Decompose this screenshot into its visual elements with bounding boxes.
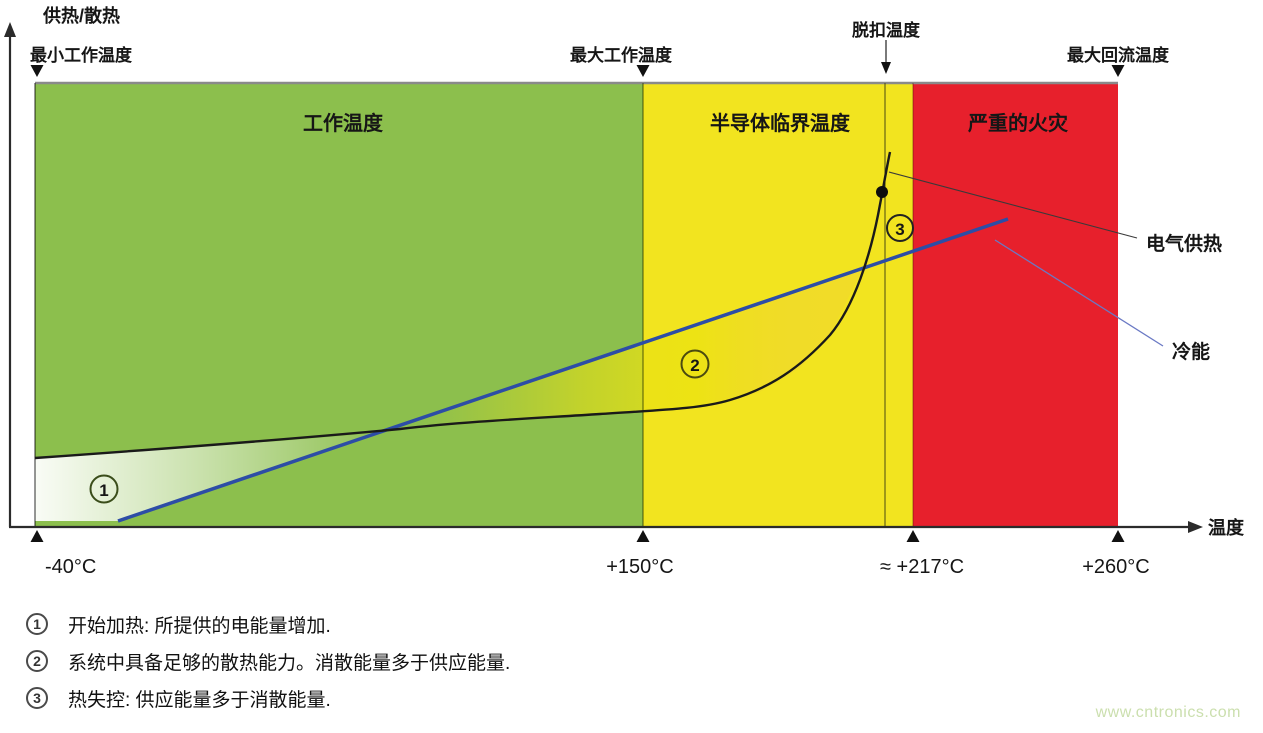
chart-marker-2-circle: [680, 349, 710, 379]
electrical-heating-curve: [34, 151, 892, 460]
tick-label-150: +150°C: [606, 556, 674, 578]
tick-260-icon: [1111, 530, 1125, 542]
y-axis-arrow-icon: [4, 22, 16, 37]
cooling-energy-line: [117, 217, 1009, 523]
marker-min-operating-icon: [30, 65, 44, 77]
x-axis-label: 温度: [1208, 517, 1245, 538]
zone-label-semiconductor: 半导体临界温度: [710, 111, 851, 135]
legend-item-3: 3 热失控: 供应能量多于消散能量.: [26, 686, 510, 711]
cooling-line-label: 冷能: [1172, 340, 1210, 363]
legend: 1 开始加热: 所提供的电能量增加. 2 系统中具备足够的散热能力。消散能量多于…: [26, 612, 511, 711]
marker-trip-icon: [881, 62, 891, 74]
zone-label-operating: 工作温度: [303, 111, 384, 135]
chart-marker-3: 3: [895, 220, 904, 239]
tick-label-217: ≈ +217°C: [880, 556, 964, 578]
tick-minus40-icon: [30, 530, 44, 542]
tick-150-icon: [636, 530, 650, 542]
tick-217-icon: [906, 530, 920, 542]
zone-label-fire: 严重的火灾: [967, 111, 1068, 135]
legend-num-2-icon: 2: [26, 650, 48, 672]
cooling-label-leader-line: [994, 239, 1164, 347]
zone-severe-fire: [913, 83, 1118, 527]
legend-text-3: 热失控: 供应能量多于消散能量.: [68, 689, 331, 711]
legend-num-3-icon: 3: [26, 687, 48, 709]
legend-num-1-icon: 1: [26, 613, 48, 635]
chart-plot-area: 1 2 3 供热/散热 最小工作温度 最大工作温度 脱扣温度 最大回流温度 工作…: [4, 5, 1245, 578]
chart-marker-3-circle: [886, 214, 914, 242]
legend-text-2: 系统中具备足够的散热能力。消散能量多于供应能量.: [68, 652, 511, 674]
watermark: www.cntronics.com: [1095, 704, 1241, 721]
x-axis-arrow-icon: [1188, 521, 1203, 533]
chart-marker-2: 2: [690, 356, 699, 375]
y-axis-label: 供热/散热: [42, 5, 120, 26]
label-min-operating: 最小工作温度: [30, 45, 133, 65]
legend-text-1: 开始加热: 所提供的电能量增加.: [68, 615, 331, 637]
heating-label-leader-line: [888, 171, 1138, 239]
marker-max-reflow-icon: [1111, 65, 1125, 77]
heating-line-label: 电气供热: [1146, 232, 1222, 255]
label-max-operating: 最大工作温度: [570, 45, 673, 65]
chart-marker-1-circle: [89, 474, 119, 504]
label-trip: 脱扣温度: [852, 20, 921, 40]
region-1-start-heating: [35, 433, 378, 521]
tick-label-minus40: -40°C: [45, 556, 96, 578]
marker-max-operating-icon: [636, 65, 650, 77]
chart-marker-1: 1: [99, 481, 108, 500]
label-max-reflow: 最大回流温度: [1067, 45, 1170, 65]
legend-item-1: 1 开始加热: 所提供的电能量增加.: [26, 612, 510, 637]
tick-label-260: +260°C: [1082, 556, 1150, 578]
trip-point-dot: [876, 186, 888, 198]
legend-item-2: 2 系统中具备足够的散热能力。消散能量多于供应能量.: [26, 649, 511, 674]
